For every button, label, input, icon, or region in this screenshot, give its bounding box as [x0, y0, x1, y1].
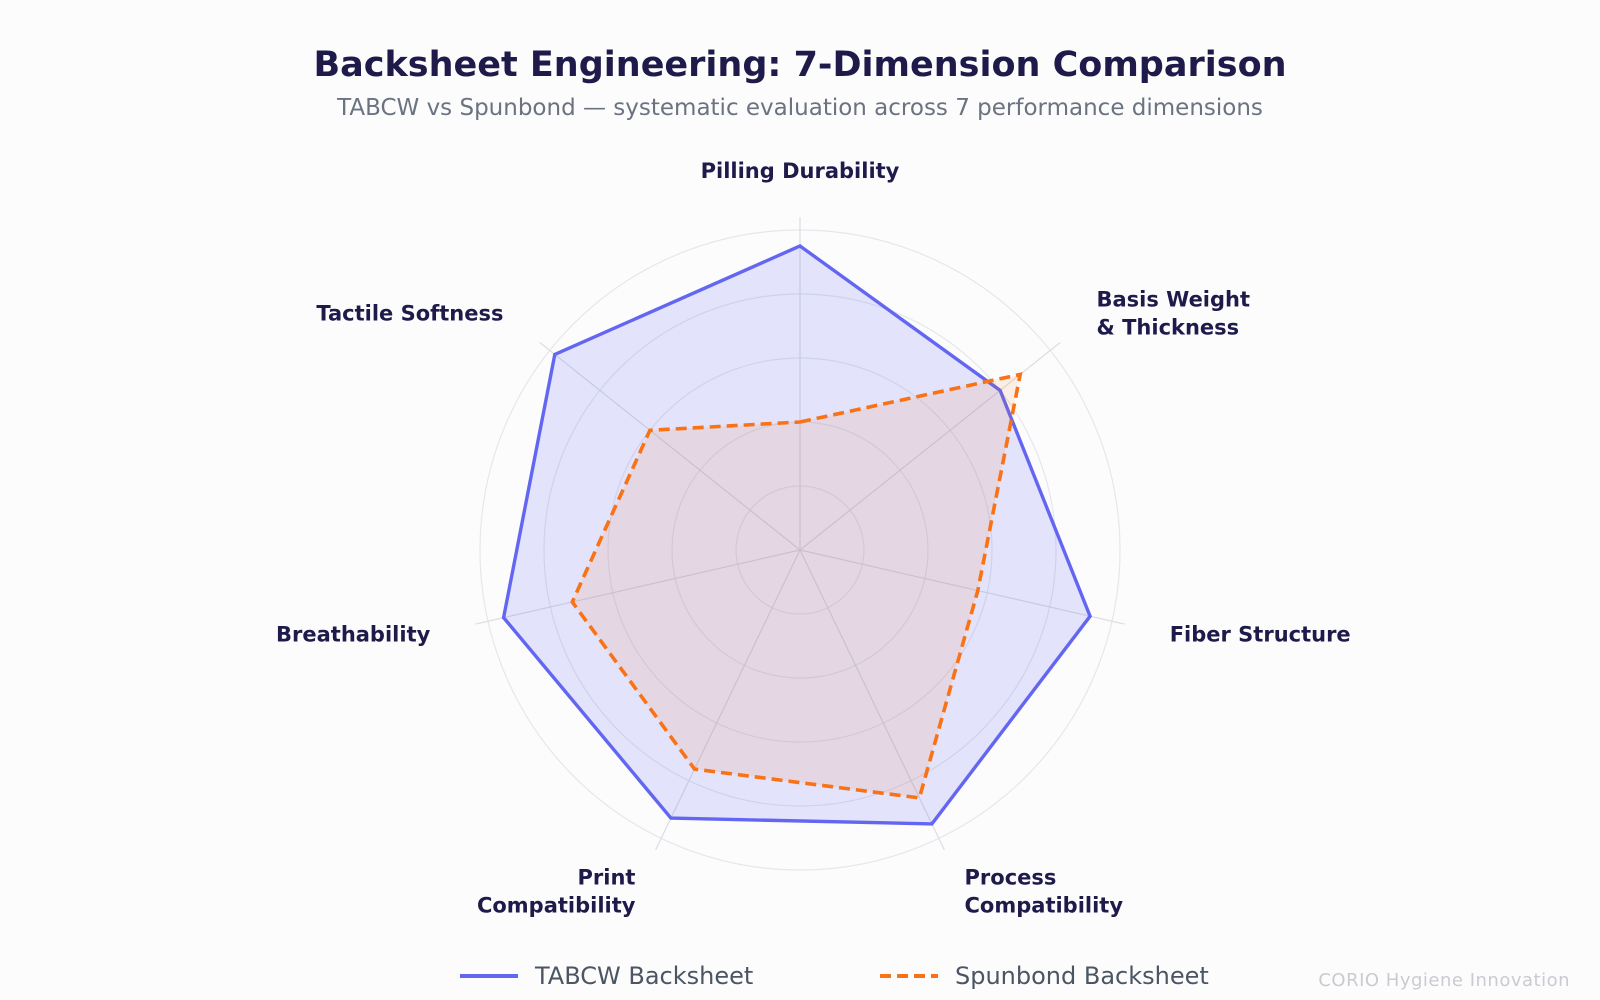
axis-label-line: Compatibility: [477, 894, 636, 918]
axis-label-line: Process: [965, 866, 1057, 890]
axis-label: Basis Weight & Thickness: [1096, 288, 1250, 340]
axis-label: Process Compatibility: [965, 866, 1124, 918]
axis-label: Breathability: [276, 622, 431, 646]
legend-label-tabcw: TABCW Backsheet: [534, 962, 753, 990]
radar-grid: [475, 217, 1125, 871]
watermark: CORIO Hygiene Innovation: [1318, 970, 1570, 991]
axis-label-line: & Thickness: [1096, 316, 1239, 340]
axis-label-line: Basis Weight: [1096, 288, 1250, 312]
series-line: [570, 372, 1023, 800]
axis-label-line: Compatibility: [965, 894, 1124, 918]
grid-spoke: [799, 549, 945, 851]
legend-label-spunbond: Spunbond Backsheet: [955, 962, 1209, 990]
grid-spoke: [799, 549, 1125, 625]
axis-label: Tactile Softness: [316, 302, 503, 326]
axis-label-line: Tactile Softness: [316, 302, 503, 326]
legend: TABCW Backsheet Spunbond Backsheet: [460, 962, 1209, 990]
radar-series: [501, 244, 1093, 826]
series-spunbond: [570, 372, 1023, 800]
axis-label-line: Breathability: [276, 622, 431, 646]
grid-spoke: [799, 342, 1061, 551]
axis-label-line: Fiber Structure: [1170, 622, 1351, 646]
axis-label-line: Print: [578, 866, 636, 890]
grid-spoke: [539, 342, 801, 551]
axis-label: Fiber Structure: [1170, 622, 1351, 646]
axis-label: Pilling Durability: [701, 159, 900, 183]
series-area: [572, 374, 1021, 798]
grid-spoke: [655, 549, 801, 851]
axis-label-line: Pilling Durability: [701, 159, 900, 183]
chart-subtitle: TABCW vs Spunbond — systematic evaluatio…: [336, 95, 1263, 121]
axis-label: Print Compatibility: [477, 866, 636, 918]
chart-title: Backsheet Engineering: 7-Dimension Compa…: [313, 45, 1286, 85]
grid-spoke: [475, 549, 801, 625]
series-line: [501, 244, 1093, 826]
axis-labels: Pilling Durability Basis Weight & Thicknes…: [276, 159, 1351, 918]
